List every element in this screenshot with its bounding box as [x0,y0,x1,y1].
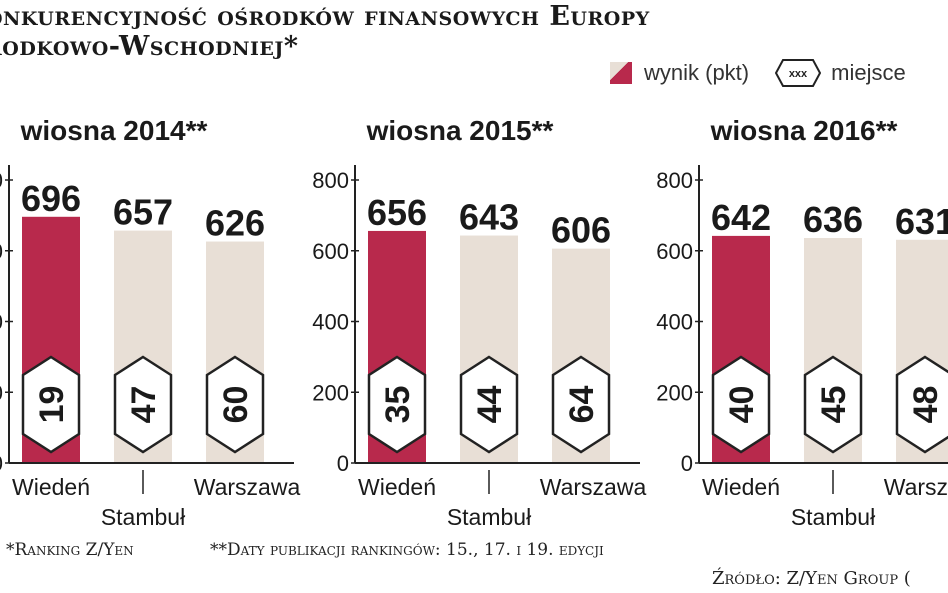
category-label: Stambuł [791,504,875,530]
rank-label: 47 [125,386,163,424]
value-label: 657 [113,192,173,233]
chart-title: onkurencyjność ośrodków finansowych Euro… [0,2,650,62]
panel-title: wiosna 2015** [366,115,554,146]
source-note: Źródło: Z/Yen Group ( [712,568,911,589]
value-label: 606 [551,210,611,251]
rank-hexagon [113,355,173,454]
panel-title: wiosna 2014** [20,115,208,146]
footnote-ranking: *Ranking Z/Yen [6,540,134,560]
value-label: 696 [21,178,81,219]
chart-panel-2: wiosna 2015** 656 35 Wiedeń 643 44 Stambuł 606 6… [312,115,646,530]
legend-hexagon-text: xxx [789,68,808,80]
y-tick-label: 600 [312,239,349,264]
y-tick-label: 800 [312,168,349,193]
footnote-dates: **Daty publikacji rankingów: 15., 17. i … [210,540,604,560]
chart-panel-3: wiosna 2016** 642 40 Wiedeń 636 45 Stambuł 631 4… [656,115,948,530]
value-label: 643 [459,197,519,238]
rank-label: 40 [723,386,761,424]
category-label: Stambuł [101,504,185,530]
category-label: Warszawa [884,474,948,500]
category-label: Wiedeń [702,474,780,500]
rank-label: 35 [379,386,417,424]
rank-hexagon [895,355,948,454]
y-tick-label: 400 [312,310,349,335]
y-tick-label: 600 [0,239,3,264]
legend: wynik (pkt) xxx miejsce [610,58,906,88]
panel-title: wiosna 2016** [710,115,898,146]
legend-rank-label: miejsce [831,60,906,85]
legend-score-swatch [610,62,632,84]
y-tick-label: 200 [0,380,3,405]
rank-hexagon [21,355,81,454]
rank-label: 44 [471,386,509,424]
value-label: 626 [205,203,265,244]
rank-hexagon [205,355,265,454]
legend-hexagon-icon: xxx [775,59,822,87]
y-tick-label: 200 [656,380,693,405]
rank-hexagon [367,355,427,454]
rank-hexagon [551,355,611,454]
y-tick-label: 400 [656,310,693,335]
rank-label: 64 [563,386,601,424]
y-tick-label: 400 [0,310,3,335]
y-tick-label: 800 [0,168,3,193]
y-tick-label: 0 [0,451,3,476]
rank-label: 48 [907,386,945,424]
category-label: Stambuł [447,504,531,530]
category-label: Wiedeń [12,474,90,500]
chart-panel-1: wiosna 2014** 696 19 Wiedeń 657 47 Stambuł 626 6… [0,115,300,530]
rank-hexagon [459,355,519,454]
y-tick-label: 0 [337,451,349,476]
y-tick-label: 600 [656,239,693,264]
value-label: 631 [895,201,948,242]
rank-label: 19 [33,386,71,424]
rank-label: 60 [217,386,255,424]
value-label: 636 [803,199,863,240]
category-label: Warszawa [194,474,301,500]
chart-title-line-2: rodkowo-Wschodniej* [0,31,299,62]
category-label: Warszawa [540,474,647,500]
value-label: 656 [367,192,427,233]
category-label: Wiedeń [358,474,436,500]
rank-hexagon [803,355,863,454]
legend-score-label: wynik (pkt) [644,60,750,85]
chart-title-line-1: onkurencyjność ośrodków finansowych Euro… [0,1,650,32]
rank-hexagon [711,355,771,454]
y-tick-label: 200 [312,380,349,405]
y-tick-label: 0 [681,451,693,476]
rank-label: 45 [815,386,853,424]
y-tick-label: 800 [656,168,693,193]
value-label: 642 [711,197,771,238]
